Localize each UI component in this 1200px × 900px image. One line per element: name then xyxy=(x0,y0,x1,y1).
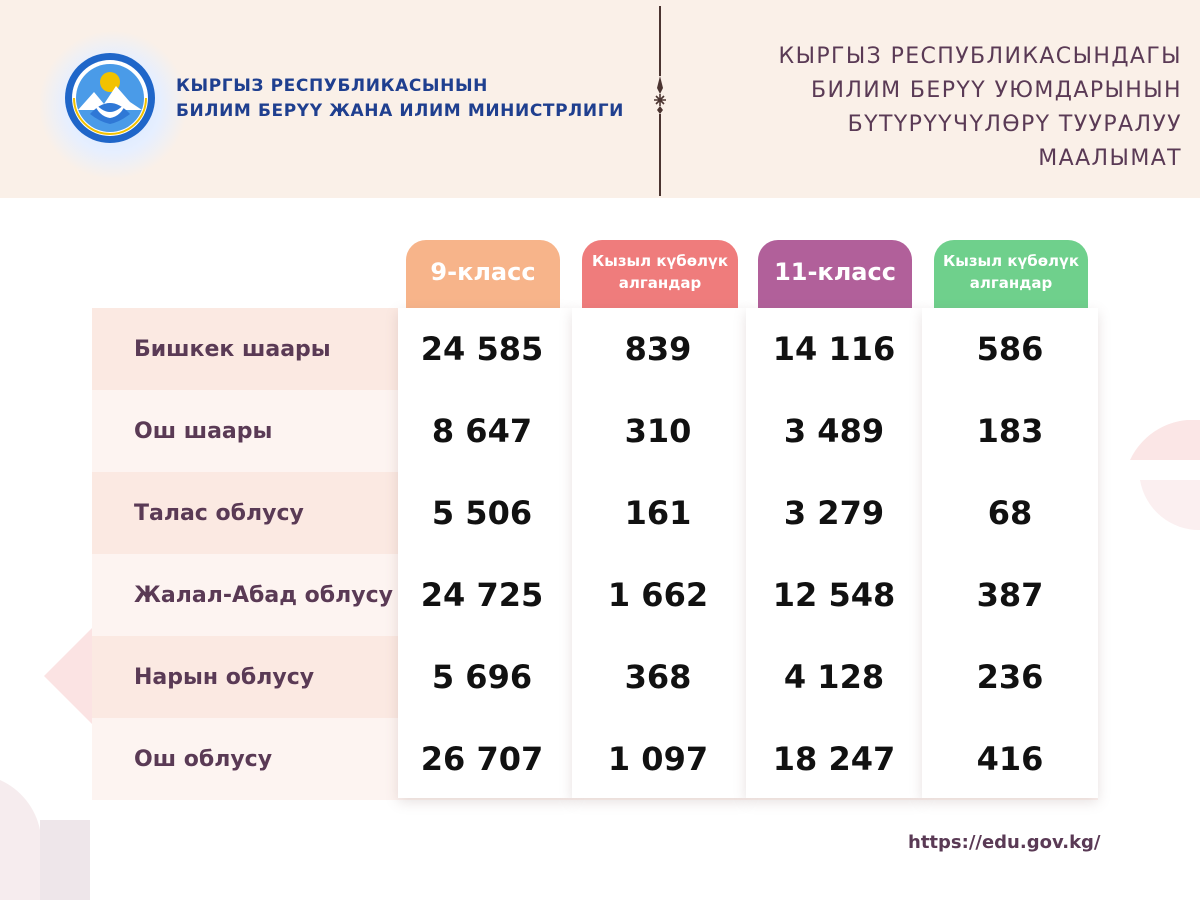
table-cell: 5 506 xyxy=(431,494,533,532)
ministry-name: КЫРГЫЗ РЕСПУБЛИКАСЫНЫН БИЛИМ БЕРҮҮ ЖАНА … xyxy=(176,74,624,124)
region-label: Бишкек шаары xyxy=(134,336,331,362)
column-header-grade-11: 11-класс xyxy=(758,240,912,308)
table-cell: 8 647 xyxy=(431,412,533,450)
table-cell: 3 489 xyxy=(783,412,885,450)
state-emblem-icon xyxy=(65,53,155,143)
column-panel-red-diploma-9 xyxy=(572,308,746,798)
table-cell: 368 xyxy=(624,658,692,696)
header-banner: КЫРГЫЗ РЕСПУБЛИКАСЫНЫН БИЛИМ БЕРҮҮ ЖАНА … xyxy=(0,0,1200,198)
column-panel-grade-11 xyxy=(746,308,922,798)
table-cell: 14 116 xyxy=(772,330,896,368)
column-header-red-diploma-11: Кызыл күбөлүк алгандар xyxy=(934,240,1088,308)
column-panel-red-diploma-11 xyxy=(922,308,1098,798)
title-line-4: МААЛЫМАТ xyxy=(1038,146,1182,171)
table-cell: 12 548 xyxy=(772,576,896,614)
title-line-2: БИЛИМ БЕРҮҮ УЮМДАРЫНЫН xyxy=(810,78,1182,103)
table-cell: 68 xyxy=(987,494,1033,532)
column-panel-grade-9 xyxy=(398,308,572,798)
table-cell: 416 xyxy=(976,740,1044,778)
table-cell: 586 xyxy=(976,330,1044,368)
title-line-3: БҮТҮРҮҮЧҮЛӨРҮ ТУУРАЛУУ xyxy=(847,112,1182,137)
table-cell: 1 097 xyxy=(607,740,709,778)
ornament-divider xyxy=(654,6,666,196)
page-title: КЫРГЫЗ РЕСПУБЛИКАСЫНДАГЫ БИЛИМ БЕРҮҮ УЮМ… xyxy=(702,40,1182,176)
table-cell: 4 128 xyxy=(783,658,885,696)
region-label: Нарын облусу xyxy=(134,664,315,690)
column-header-grade-9: 9-класс xyxy=(406,240,560,308)
region-label: Жалал-Абад облусу xyxy=(134,582,393,608)
decor-triangle-left xyxy=(44,616,104,736)
table-cell: 1 662 xyxy=(607,576,709,614)
ministry-line-1: КЫРГЫЗ РЕСПУБЛИКАСЫНЫН xyxy=(176,76,489,96)
table-cell: 26 707 xyxy=(420,740,544,778)
table-cell: 236 xyxy=(976,658,1044,696)
region-label: Ош облусу xyxy=(134,746,273,772)
table-cell: 24 585 xyxy=(420,330,544,368)
website-link[interactable]: https://edu.gov.kg/ xyxy=(908,832,1101,853)
region-label: Талас облусу xyxy=(134,500,304,526)
table-cell: 839 xyxy=(624,330,692,368)
table-cell: 183 xyxy=(976,412,1044,450)
table-cell: 310 xyxy=(624,412,692,450)
region-label: Ош шаары xyxy=(134,418,273,444)
ministry-line-2: БИЛИМ БЕРҮҮ ЖАНА ИЛИМ МИНИСТРЛИГИ xyxy=(176,101,624,121)
table-cell: 161 xyxy=(624,494,692,532)
table-cell: 5 696 xyxy=(431,658,533,696)
decor-arc-bottom-left xyxy=(0,750,90,900)
column-header-red-diploma-9: Кызыл күбөлүк алгандар xyxy=(582,240,738,308)
decor-arc-right xyxy=(1130,420,1200,530)
table-cell: 387 xyxy=(976,576,1044,614)
table-cell: 3 279 xyxy=(783,494,885,532)
table-cell: 18 247 xyxy=(772,740,896,778)
title-line-1: КЫРГЫЗ РЕСПУБЛИКАСЫНДАГЫ xyxy=(778,44,1182,69)
table-cell: 24 725 xyxy=(420,576,544,614)
